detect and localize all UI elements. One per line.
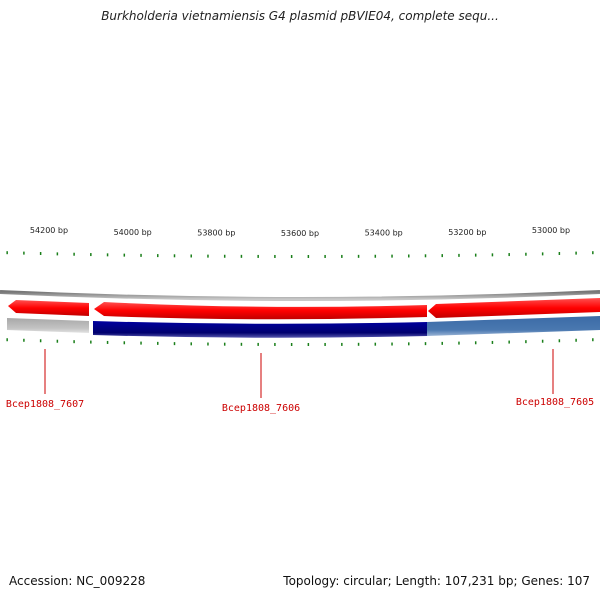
scale-tick-label: 53000 bp	[532, 226, 570, 235]
gene-block-faded[interactable]	[7, 318, 89, 333]
gene-label[interactable]: Bcep1808_7606	[222, 403, 300, 414]
gene-arrow-forward-right[interactable]	[428, 298, 600, 318]
scale-tick-label: 54200 bp	[30, 226, 68, 235]
gene-arrow-forward-middle[interactable]	[94, 302, 427, 320]
gene-labels: Bcep1808_7607 Bcep1808_7606 Bcep1808_7605	[6, 349, 594, 414]
scale-tick-label: 53800 bp	[197, 229, 235, 238]
gene-block-bcep1808-7605[interactable]	[427, 316, 600, 336]
scale-tick-label: 53400 bp	[365, 229, 403, 238]
scale-ticks: 54200 bp 54000 bp 53800 bp 53600 bp 53400 bp…	[6, 226, 594, 346]
gene-block-bcep1808-7606[interactable]	[93, 321, 427, 338]
scale-tick-label: 53200 bp	[448, 228, 486, 237]
map-title: Burkholderia vietnamiensis G4 plasmid pB…	[101, 9, 499, 23]
scale-tick-label: 53600 bp	[281, 229, 319, 238]
gene-arrow-forward-left[interactable]	[8, 300, 89, 316]
plasmid-backbone	[0, 290, 600, 301]
genome-summary-text: Topology: circular; Length: 107,231 bp; …	[283, 574, 590, 588]
accession-text: Accession: NC_009228	[9, 574, 146, 588]
gene-label[interactable]: Bcep1808_7605	[516, 397, 594, 408]
scale-tick-label: 54000 bp	[114, 228, 152, 237]
gene-label[interactable]: Bcep1808_7607	[6, 399, 84, 410]
